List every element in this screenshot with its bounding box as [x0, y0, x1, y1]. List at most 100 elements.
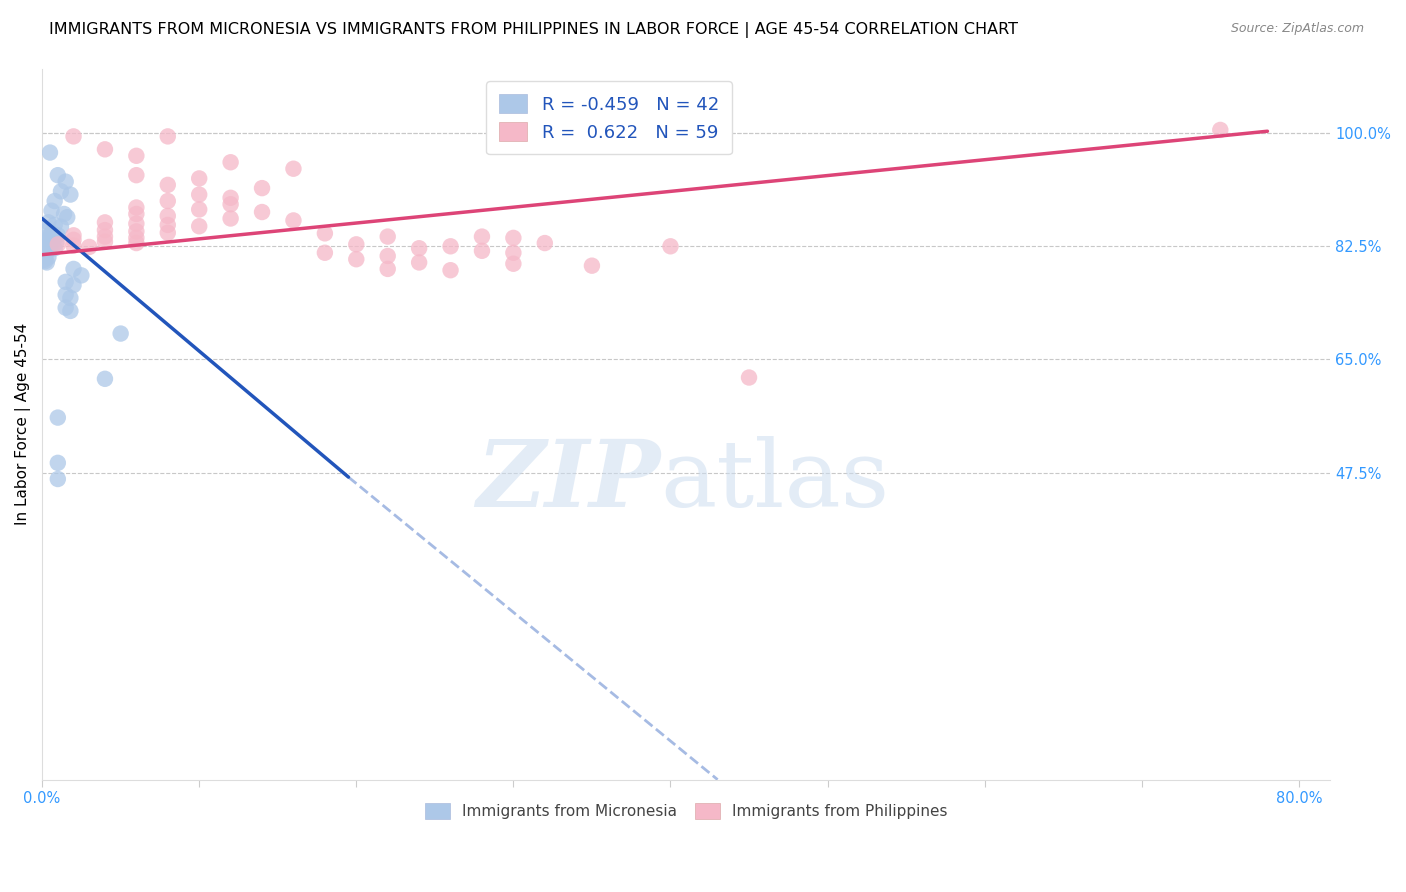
Point: [32, 248, 55, 262]
Point: [125, 207, 148, 221]
Point: [42, 234, 65, 248]
Point: [125, 235, 148, 250]
Point: [49, 185, 72, 199]
Point: [94, 229, 117, 244]
Point: [156, 209, 179, 223]
Point: [738, 370, 761, 384]
Point: [46, 228, 69, 243]
Point: [377, 249, 399, 263]
Text: IMMIGRANTS FROM MICRONESIA VS IMMIGRANTS FROM PHILIPPINES IN LABOR FORCE | AGE 4: IMMIGRANTS FROM MICRONESIA VS IMMIGRANTS…: [49, 22, 1018, 38]
Point: [188, 187, 211, 202]
Point: [34, 244, 56, 258]
Point: [46, 237, 69, 252]
Point: [32, 237, 55, 252]
Point: [46, 456, 69, 470]
Point: [188, 171, 211, 186]
Point: [44, 218, 66, 232]
Point: [34, 249, 56, 263]
Point: [581, 259, 603, 273]
Point: [34, 224, 56, 238]
Point: [471, 229, 494, 244]
Point: [44, 194, 66, 208]
Point: [439, 239, 461, 253]
Point: [59, 291, 82, 305]
Point: [55, 301, 77, 315]
Point: [41, 203, 63, 218]
Point: [45, 235, 67, 250]
Point: [533, 235, 555, 250]
Point: [35, 245, 58, 260]
Point: [219, 155, 242, 169]
Point: [49, 219, 72, 234]
Point: [219, 211, 242, 226]
Point: [156, 178, 179, 192]
Point: [34, 254, 56, 268]
Point: [62, 129, 84, 144]
Point: [94, 235, 117, 249]
Y-axis label: In Labor Force | Age 45-54: In Labor Force | Age 45-54: [15, 323, 31, 525]
Point: [94, 223, 117, 237]
Point: [59, 304, 82, 318]
Text: ZIP: ZIP: [477, 436, 661, 526]
Point: [44, 241, 66, 255]
Point: [35, 238, 58, 252]
Point: [125, 149, 148, 163]
Point: [125, 168, 148, 182]
Point: [46, 410, 69, 425]
Point: [219, 197, 242, 211]
Point: [62, 278, 84, 293]
Point: [283, 213, 305, 227]
Point: [125, 224, 148, 238]
Point: [659, 239, 682, 253]
Point: [439, 263, 461, 277]
Point: [314, 245, 336, 260]
Point: [55, 275, 77, 289]
Point: [46, 472, 69, 486]
Point: [219, 191, 242, 205]
Point: [39, 240, 62, 254]
Point: [32, 252, 55, 267]
Point: [502, 245, 524, 260]
Legend: Immigrants from Micronesia, Immigrants from Philippines: Immigrants from Micronesia, Immigrants f…: [419, 797, 953, 825]
Point: [408, 241, 430, 255]
Point: [344, 252, 367, 267]
Point: [62, 261, 84, 276]
Point: [77, 240, 100, 254]
Point: [344, 237, 367, 252]
Point: [55, 175, 77, 189]
Point: [314, 227, 336, 241]
Point: [250, 205, 273, 219]
Point: [55, 287, 77, 301]
Point: [471, 244, 494, 258]
Point: [125, 201, 148, 215]
Point: [94, 142, 117, 156]
Point: [156, 226, 179, 240]
Point: [62, 233, 84, 247]
Point: [156, 129, 179, 144]
Point: [1209, 123, 1232, 137]
Point: [41, 227, 63, 241]
Point: [408, 255, 430, 269]
Point: [37, 250, 59, 264]
Point: [53, 207, 76, 221]
Point: [34, 231, 56, 245]
Point: [125, 231, 148, 245]
Point: [156, 218, 179, 232]
Point: [62, 228, 84, 243]
Point: [70, 268, 93, 283]
Point: [125, 217, 148, 231]
Point: [56, 210, 79, 224]
Text: Source: ZipAtlas.com: Source: ZipAtlas.com: [1230, 22, 1364, 36]
Point: [250, 181, 273, 195]
Point: [32, 243, 55, 257]
Point: [377, 261, 399, 276]
Point: [110, 326, 132, 341]
Point: [39, 145, 62, 160]
Point: [94, 215, 117, 229]
Point: [37, 215, 59, 229]
Point: [502, 231, 524, 245]
Point: [188, 219, 211, 234]
Point: [377, 229, 399, 244]
Point: [94, 372, 117, 386]
Point: [188, 202, 211, 217]
